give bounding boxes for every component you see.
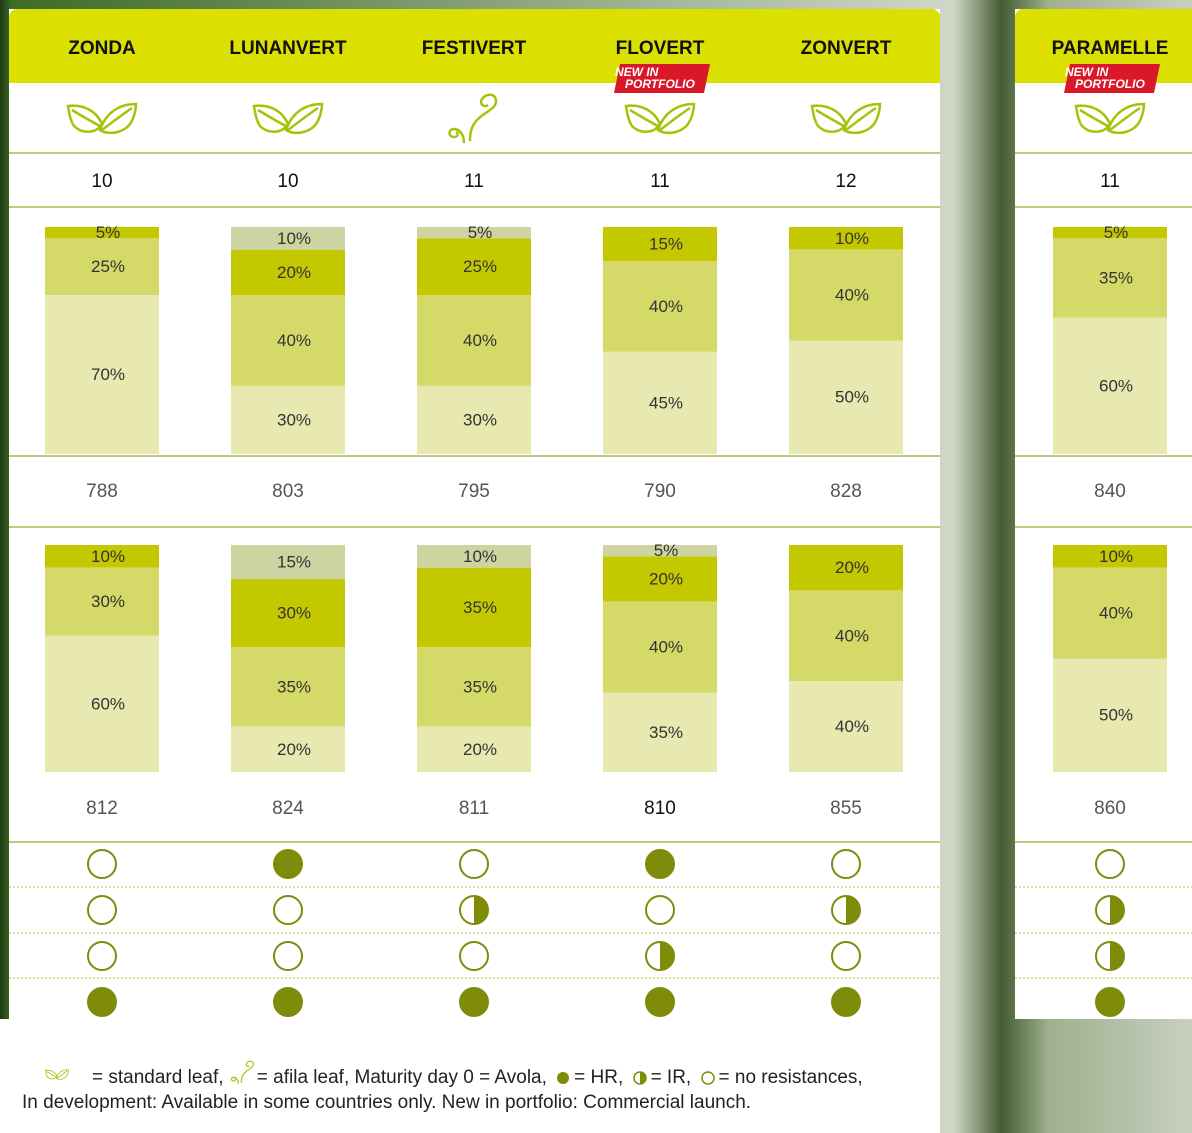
resistance-none — [460, 942, 488, 970]
resistance-full — [274, 850, 302, 878]
segment-label: 35% — [1099, 269, 1133, 288]
none-icon — [697, 1070, 719, 1086]
value: 828 — [830, 481, 862, 502]
resistance-none — [274, 942, 302, 970]
legend: = standard leaf, = afila leaf, Maturity … — [22, 1060, 863, 1115]
segment-label: 40% — [649, 297, 683, 316]
segment-label: 15% — [649, 235, 683, 254]
maturity: 12 — [835, 171, 856, 192]
segment-label: 45% — [649, 393, 683, 412]
maturity: 11 — [650, 171, 670, 192]
segment-label: 20% — [835, 558, 869, 577]
segment-label: 25% — [91, 257, 125, 276]
segment-label: 35% — [463, 598, 497, 617]
resistance-full — [1096, 988, 1124, 1016]
resistance-full — [832, 988, 860, 1016]
segment-label: 10% — [463, 547, 497, 566]
segment-label: 20% — [463, 740, 497, 759]
value: 803 — [272, 481, 304, 502]
resistance-none — [1096, 850, 1124, 878]
resistance-none — [88, 850, 116, 878]
resistance-none — [460, 850, 488, 878]
variety-name: ZONVERT — [801, 38, 892, 59]
value: 855 — [830, 798, 862, 819]
segment-label: 60% — [91, 694, 125, 713]
comparison-table: ZONDA105%25%70%78810%30%60%812LUNANVERT1… — [0, 0, 1192, 1133]
maturity: 10 — [277, 171, 298, 192]
segment-label: 40% — [649, 638, 683, 657]
segment-label: 40% — [277, 331, 311, 350]
variety-name: FLOVERT — [616, 38, 705, 59]
segment-label: 25% — [463, 257, 497, 276]
segment-label: 35% — [463, 677, 497, 696]
legend-text: = HR, — [574, 1067, 623, 1088]
segment-label: 35% — [277, 677, 311, 696]
resistance-none — [274, 896, 302, 924]
variety-name: PARAMELLE — [1052, 38, 1169, 59]
segment-label: 60% — [1099, 376, 1133, 395]
segment-label: 70% — [91, 365, 125, 384]
segment-label: 10% — [91, 547, 125, 566]
segment-label: 40% — [835, 286, 869, 305]
badge-text: PORTFOLIO — [1075, 77, 1145, 91]
maturity: 11 — [464, 171, 484, 192]
legend-text: = no resistances, — [719, 1067, 863, 1088]
segment-label: 30% — [277, 410, 311, 429]
value: 810 — [644, 798, 676, 819]
resistance-none — [88, 942, 116, 970]
segment-label: 20% — [277, 263, 311, 282]
maturity: 10 — [91, 171, 112, 192]
segment-label: 40% — [835, 626, 869, 645]
segment-label: 10% — [1099, 547, 1133, 566]
segment-label: 50% — [835, 388, 869, 407]
segment-label: 10% — [277, 229, 311, 248]
segment-label: 30% — [91, 592, 125, 611]
variety-name: ZONDA — [68, 38, 136, 59]
legend-text: = afila leaf, Maturity day 0 = Avola, — [257, 1067, 547, 1088]
value: 860 — [1094, 798, 1126, 819]
resistance-full — [646, 850, 674, 878]
value: 790 — [644, 481, 676, 502]
variety-name: FESTIVERT — [422, 38, 527, 59]
standard-icon — [22, 1064, 92, 1086]
value: 812 — [86, 798, 118, 819]
legend-text: = IR, — [651, 1067, 692, 1088]
segment-label: 15% — [277, 553, 311, 572]
resistance-full — [646, 988, 674, 1016]
segment-label: 30% — [277, 604, 311, 623]
segment-label: 20% — [277, 740, 311, 759]
value: 824 — [272, 798, 304, 819]
value: 840 — [1094, 481, 1126, 502]
segment-label: 40% — [1099, 604, 1133, 623]
segment-label: 40% — [463, 331, 497, 350]
resistance-none — [832, 850, 860, 878]
value: 788 — [86, 481, 118, 502]
ir-icon — [629, 1070, 651, 1086]
segment-label: 30% — [463, 410, 497, 429]
maturity: 11 — [1100, 171, 1120, 192]
resistance-full — [88, 988, 116, 1016]
segment-label: 20% — [649, 570, 683, 589]
segment-label: 10% — [835, 229, 869, 248]
value: 795 — [458, 481, 490, 502]
badge-text: PORTFOLIO — [625, 77, 695, 91]
segment-label: 40% — [835, 717, 869, 736]
page: ZONDA105%25%70%78810%30%60%812LUNANVERT1… — [0, 0, 1192, 1133]
hr-icon — [552, 1070, 574, 1086]
resistance-full — [460, 988, 488, 1016]
variety-name: LUNANVERT — [229, 38, 347, 59]
resistance-none — [646, 896, 674, 924]
resistance-none — [88, 896, 116, 924]
legend-note: In development: Available in some countr… — [22, 1090, 863, 1115]
legend-text: = standard leaf, — [92, 1067, 224, 1088]
resistance-none — [832, 942, 860, 970]
resistance-full — [274, 988, 302, 1016]
value: 811 — [459, 798, 489, 819]
segment-label: 50% — [1099, 706, 1133, 725]
afila-icon — [229, 1060, 257, 1086]
segment-label: 35% — [649, 723, 683, 742]
